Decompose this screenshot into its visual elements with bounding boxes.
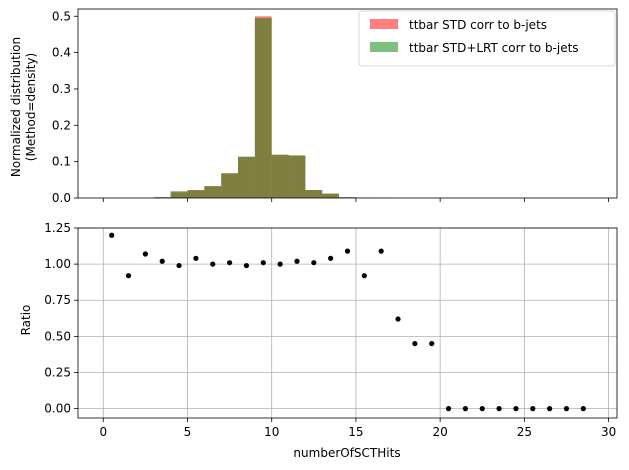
ratio-point	[226, 260, 233, 266]
top-y-axis-ticks: 0.0 0.1 0.2 0.3 0.4 0.5	[52, 9, 78, 205]
ratio-point	[462, 406, 469, 412]
bottom-panel-ratio: 0.00 0.25 0.50 0.75 1.00 1.25 0 5 10 15 20 25 30 Ra…	[19, 221, 618, 460]
ratio-point	[412, 340, 418, 347]
bottom-x-tick-label: 30	[601, 425, 616, 439]
top-y-tick-label: 0.0	[52, 191, 71, 205]
ratio-point	[496, 406, 502, 412]
ratio-point	[445, 406, 452, 412]
ratio-point	[580, 406, 586, 412]
bottom-x-tick-label: 20	[433, 425, 448, 439]
histogram-bar-series-1-bin-4	[170, 191, 188, 198]
ratio-point	[361, 273, 367, 279]
ratio-point	[530, 406, 536, 412]
ratio-point	[479, 406, 485, 412]
bottom-x-axis-ticks: 0 5 10 15 20 25 30	[99, 418, 616, 439]
bottom-y-tick-label: 0.50	[44, 329, 71, 343]
legend-swatch-std	[370, 19, 398, 29]
histogram-bar-series-1-bin-11	[288, 155, 306, 198]
bottom-x-axis-label: numberOfSCTHits	[293, 446, 400, 460]
ratio-point	[125, 273, 132, 279]
ratio-point	[260, 260, 266, 266]
bottom-y-axis-label: Ratio	[19, 305, 33, 336]
ratio-point	[243, 262, 250, 269]
ratio-point	[176, 262, 182, 269]
ratio-point	[378, 248, 384, 254]
bottom-x-tick-label: 15	[348, 425, 363, 439]
bottom-x-tick-label: 5	[184, 425, 192, 439]
ratio-point	[294, 258, 300, 264]
bottom-x-tick-label: 25	[517, 425, 532, 439]
top-x-axis-ticks	[102, 198, 609, 202]
top-panel-histogram: 0.0 0.1 0.2 0.3 0.4 0.5 Normalized distributi…	[9, 8, 618, 205]
histogram-bar-series-1-bin-7	[221, 173, 239, 198]
ratio-point	[277, 261, 283, 267]
bottom-x-tick-label: 10	[264, 425, 279, 439]
ratio-point	[311, 260, 317, 266]
histogram-bar-series-1-bin-6	[204, 186, 222, 198]
ratio-point	[159, 258, 165, 264]
top-y-tick-label: 0.1	[52, 155, 71, 169]
bottom-axes-frame	[77, 227, 618, 419]
bottom-y-tick-label: 1.25	[44, 221, 71, 235]
top-y-tick-label: 0.3	[52, 82, 71, 96]
bottom-y-tick-label: 0.75	[44, 293, 71, 307]
histogram-bar-series-1-bin-5	[187, 190, 205, 198]
ratio-points	[109, 232, 586, 412]
top-y-tick-label: 0.4	[52, 46, 71, 60]
bottom-x-tick-label: 0	[99, 425, 107, 439]
ratio-point	[344, 248, 351, 254]
bottom-y-tick-label: 0.25	[44, 365, 71, 379]
histogram-bar-series-1-bin-9	[254, 18, 272, 199]
bottom-y-tick-label: 1.00	[44, 257, 71, 271]
ratio-point	[547, 406, 553, 412]
histogram-bar-series-1-bin-3	[153, 197, 171, 198]
top-y-axis-label-line-1: Normalized distribution	[9, 37, 23, 177]
ratio-point	[142, 251, 148, 257]
ratio-point	[395, 316, 401, 322]
histogram-bar-series-1-bin-12	[305, 190, 323, 198]
legend-box	[358, 10, 616, 67]
ratio-point	[109, 232, 115, 238]
bottom-y-axis-ticks: 0.00 0.25 0.50 0.75 1.00 1.25	[44, 221, 78, 416]
histogram-bar-series-1-bin-13	[322, 193, 340, 198]
top-y-tick-label: 0.2	[52, 118, 71, 132]
ratio-point	[193, 255, 199, 261]
bottom-y-tick-label: 0.00	[44, 402, 71, 416]
ratio-point	[563, 406, 570, 412]
top-y-tick-label: 0.5	[52, 9, 71, 23]
top-axes-frame	[77, 8, 618, 199]
legend-swatch-std-lrt	[370, 42, 398, 52]
ratio-point	[513, 406, 519, 412]
histogram-bar-series-1-bin-8	[238, 156, 255, 198]
ratio-point	[328, 255, 334, 261]
top-y-axis-label-line-2: (Method=density)	[24, 53, 38, 161]
legend: ttbar STD corr to b-jets ttbar STD+LRT c…	[358, 10, 616, 67]
histogram-bar-series-1-bin-10	[271, 154, 289, 198]
legend-label-std-lrt: ttbar STD+LRT corr to b-jets	[409, 41, 579, 55]
ratio-point	[210, 261, 216, 267]
legend-label-std: ttbar STD corr to b-jets	[409, 18, 547, 32]
ratio-point	[429, 340, 435, 347]
